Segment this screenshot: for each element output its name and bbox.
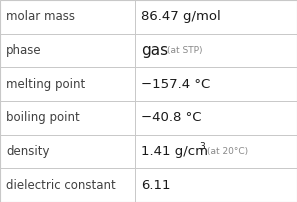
Text: 86.47 g/mol: 86.47 g/mol bbox=[141, 10, 221, 23]
Text: −40.8 °C: −40.8 °C bbox=[141, 111, 202, 124]
Text: (at 20°C): (at 20°C) bbox=[207, 147, 248, 156]
Text: 1.41 g/cm: 1.41 g/cm bbox=[141, 145, 208, 158]
Text: molar mass: molar mass bbox=[6, 10, 75, 23]
Text: 6.11: 6.11 bbox=[141, 179, 171, 192]
Text: phase: phase bbox=[6, 44, 42, 57]
Text: −157.4 °C: −157.4 °C bbox=[141, 78, 210, 91]
Text: gas: gas bbox=[141, 43, 168, 58]
Text: dielectric constant: dielectric constant bbox=[6, 179, 116, 192]
Text: melting point: melting point bbox=[6, 78, 85, 91]
Text: (at STP): (at STP) bbox=[167, 46, 203, 55]
Text: density: density bbox=[6, 145, 50, 158]
Text: boiling point: boiling point bbox=[6, 111, 80, 124]
Text: 3: 3 bbox=[199, 142, 205, 151]
